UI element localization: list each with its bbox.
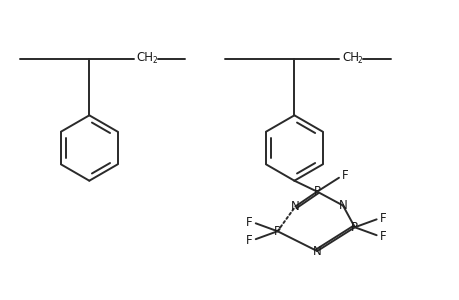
Text: 2: 2: [357, 56, 362, 65]
Text: P: P: [274, 225, 280, 238]
Text: F: F: [341, 169, 347, 182]
Text: P: P: [351, 221, 358, 234]
Text: N: N: [291, 200, 299, 213]
Text: P: P: [313, 185, 320, 198]
Text: F: F: [245, 234, 252, 247]
Text: CH: CH: [341, 51, 358, 64]
Text: F: F: [380, 230, 386, 243]
Text: N: N: [338, 199, 347, 212]
Text: N: N: [312, 244, 321, 258]
Text: F: F: [245, 216, 252, 229]
Text: CH: CH: [137, 51, 154, 64]
Text: F: F: [380, 212, 386, 225]
Text: 2: 2: [152, 56, 157, 65]
